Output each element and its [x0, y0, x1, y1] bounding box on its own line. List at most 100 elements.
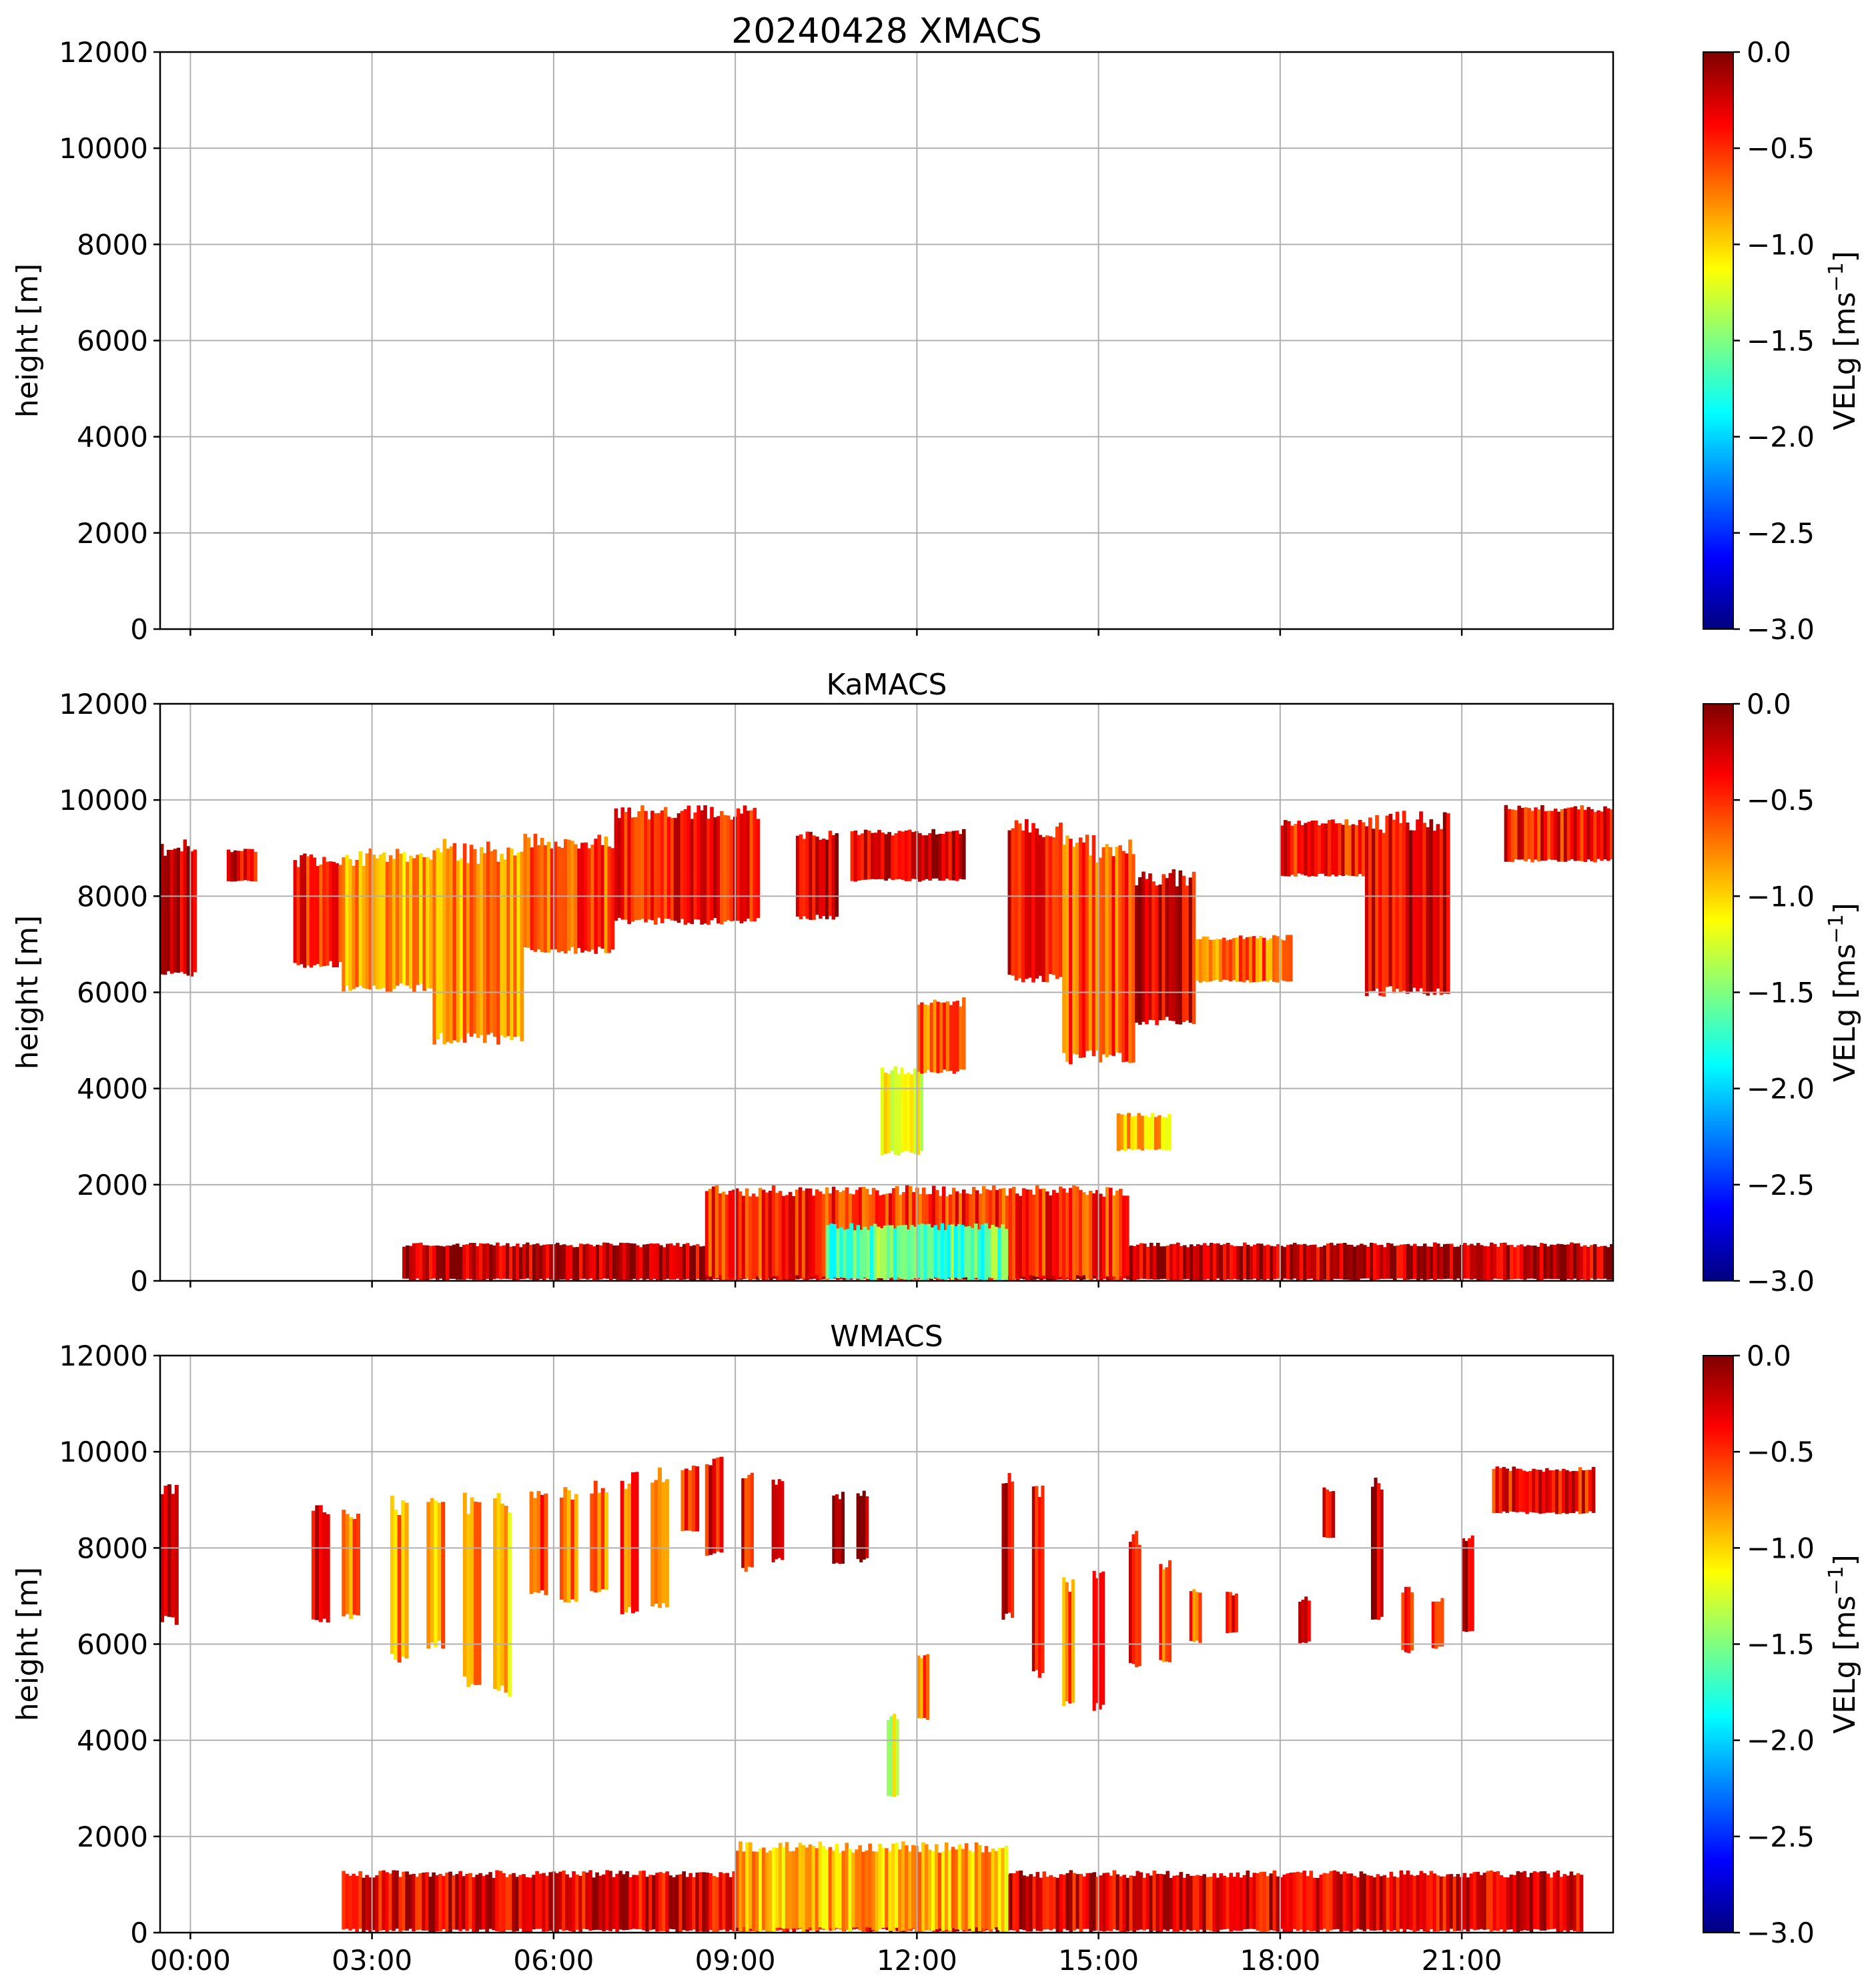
echo-column: [775, 1484, 779, 1560]
echo-column: [560, 847, 564, 951]
echo-column: [907, 1229, 911, 1280]
echo-column: [382, 1870, 386, 1930]
echo-column: [943, 1229, 948, 1281]
echo-column: [1021, 830, 1025, 983]
y-tick-label: 10000: [59, 1436, 148, 1468]
echo-column: [1520, 1244, 1524, 1280]
echo-column: [1176, 1875, 1180, 1932]
echo-column: [645, 1877, 649, 1932]
echo-column: [1546, 1246, 1550, 1279]
echo-column: [1558, 1470, 1562, 1514]
echo-column: [597, 835, 601, 947]
echo-column: [1163, 1246, 1167, 1279]
echo-column: [809, 831, 813, 920]
echo-region: [342, 848, 433, 992]
echo-region: [1195, 935, 1293, 983]
echo-column: [672, 1246, 676, 1280]
echo-column: [781, 1195, 786, 1278]
echo-column: [715, 1185, 719, 1278]
echo-column: [492, 1877, 496, 1931]
echo-column: [1556, 1870, 1560, 1933]
echo-column: [1012, 1873, 1017, 1931]
echo-column: [919, 1658, 923, 1719]
echo-column: [1203, 1243, 1207, 1280]
echo-column: [469, 1243, 473, 1280]
echo-region: [680, 1465, 700, 1532]
echo-column: [686, 1243, 690, 1280]
echo-column: [475, 1875, 479, 1932]
echo-column: [599, 1245, 603, 1280]
echo-column: [843, 1229, 847, 1278]
echo-column: [1004, 1845, 1009, 1932]
echo-column: [529, 1492, 534, 1594]
echo-column: [635, 1875, 639, 1929]
echo-column: [933, 999, 937, 1073]
echo-column: [1354, 825, 1359, 877]
echo-column: [1212, 939, 1216, 981]
echo-column: [1115, 1874, 1120, 1931]
echo-column: [945, 1001, 950, 1071]
colorbar-label-end: ]: [1828, 903, 1862, 914]
echo-column: [392, 1870, 396, 1931]
echo-column: [991, 1225, 995, 1278]
echo-column: [1392, 819, 1396, 993]
echo-column: [496, 1242, 500, 1279]
echo-column: [838, 1499, 842, 1564]
echo-column: [679, 1246, 683, 1280]
echo-column: [835, 833, 839, 917]
echo-column: [1389, 1871, 1394, 1931]
echo-column: [1004, 1229, 1009, 1281]
echo-column: [372, 855, 376, 986]
echo-column: [1095, 1189, 1099, 1276]
echo-column: [1082, 1192, 1086, 1276]
echo-column: [1001, 1224, 1005, 1280]
echo-column: [1092, 1872, 1097, 1931]
echo-column: [1542, 1472, 1546, 1514]
echo-column: [974, 1223, 978, 1278]
echo-column: [1276, 1244, 1280, 1279]
echo-column: [1128, 839, 1132, 1063]
echo-column: [656, 1244, 660, 1281]
echo-column: [1547, 811, 1551, 860]
echo-column: [1162, 1874, 1167, 1930]
echo-column: [1092, 1193, 1096, 1276]
echo-column: [888, 1851, 892, 1931]
echo-column: [1565, 1470, 1569, 1514]
echo-column: [470, 1497, 474, 1684]
echo-column: [572, 1247, 576, 1281]
echo-column: [718, 1193, 723, 1276]
echo-column: [1542, 1871, 1547, 1931]
echo-column: [412, 1243, 416, 1281]
echo-column: [1156, 1242, 1160, 1280]
echo-column: [1286, 935, 1290, 982]
echo-column: [984, 1846, 989, 1929]
echo-column: [1410, 1592, 1414, 1651]
echo-column: [1051, 837, 1056, 975]
echo-column: [1233, 1246, 1237, 1280]
echo-column: [1523, 1246, 1527, 1280]
echo-column: [1462, 1538, 1466, 1632]
x-tick-label: 06:00: [513, 1944, 594, 1977]
echo-column: [1085, 835, 1089, 1051]
echo-column: [306, 856, 310, 966]
echo-column: [1229, 1873, 1234, 1932]
echo-column: [1143, 1244, 1147, 1279]
echo-column: [1331, 819, 1335, 875]
echo-column: [1520, 808, 1524, 860]
echo-column: [778, 1191, 783, 1281]
echo-column: [1072, 1873, 1077, 1931]
echo-column: [322, 1512, 327, 1619]
echo-column: [368, 1877, 372, 1933]
echo-column: [825, 839, 829, 919]
echo-column: [1085, 1873, 1090, 1929]
echo-column: [693, 812, 697, 920]
echo-column: [1434, 1601, 1438, 1649]
echo-column: [788, 1191, 793, 1281]
echo-column: [1135, 885, 1139, 1023]
echo-column: [808, 1188, 813, 1278]
echo-column: [479, 1243, 483, 1281]
echo-column: [1153, 1246, 1157, 1280]
echo-column: [1228, 1592, 1232, 1633]
echo-column: [929, 1003, 934, 1073]
colorbar-label-sup: −1: [1825, 1566, 1848, 1595]
